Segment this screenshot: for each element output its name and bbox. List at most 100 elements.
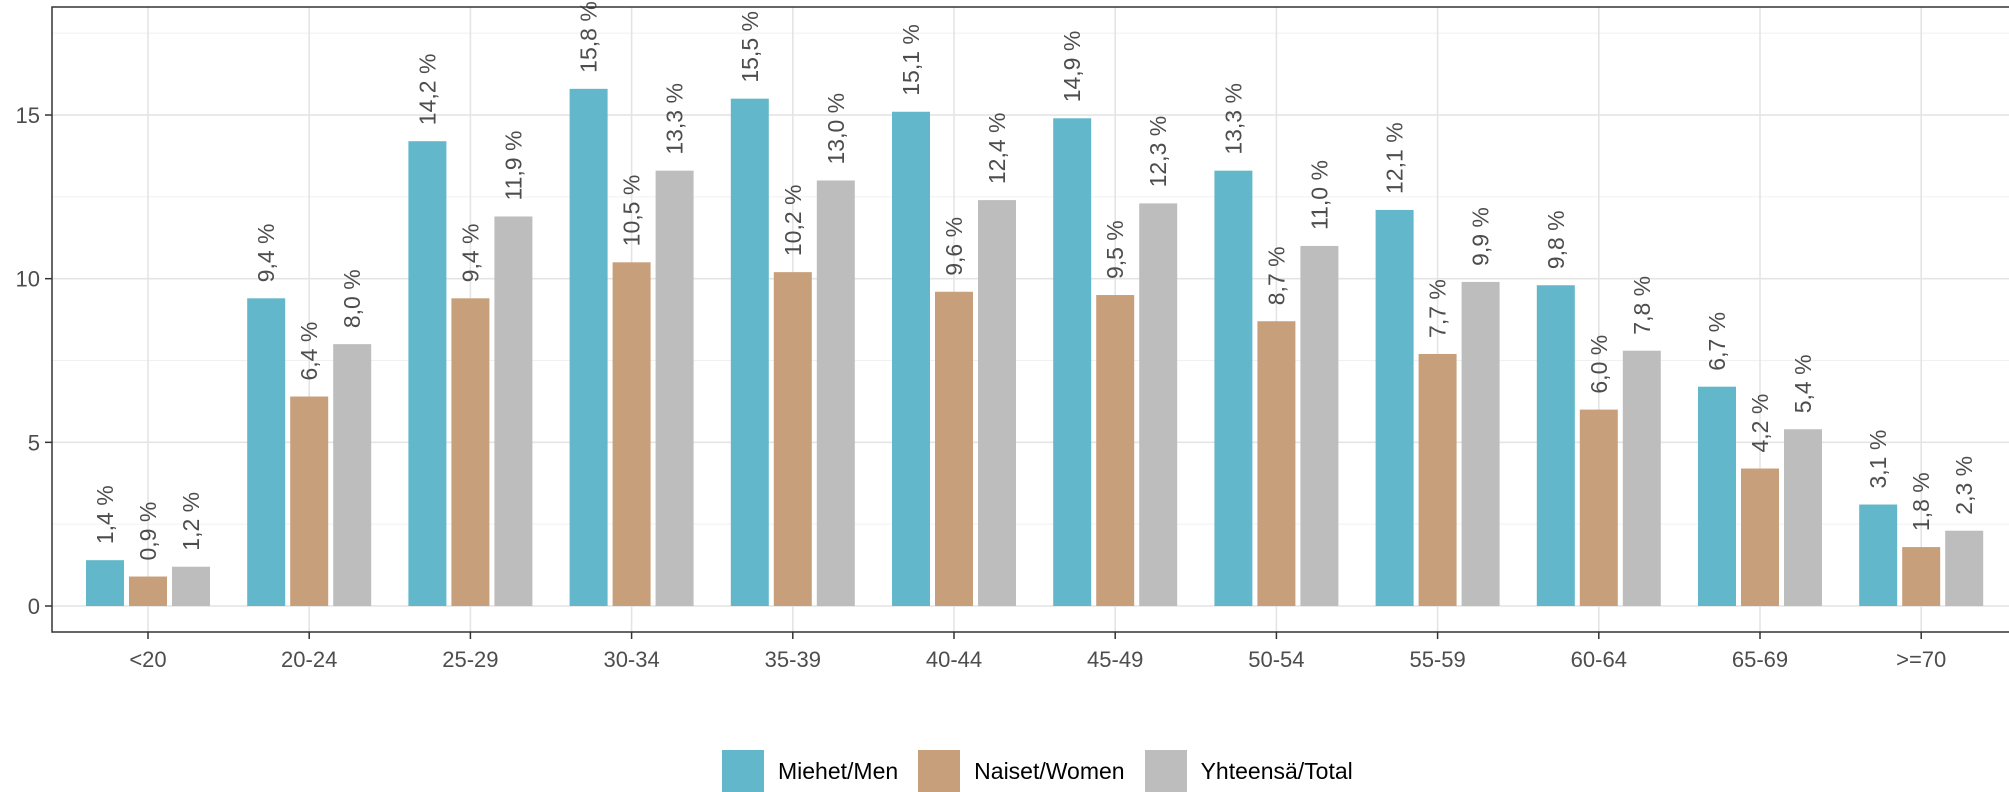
bar-yhteens-total	[333, 344, 372, 606]
legend-item-women: Naiset/Women	[918, 750, 1125, 792]
x-tick-label: 45-49	[1087, 647, 1143, 672]
data-label: 9,5 %	[1102, 220, 1128, 279]
bar-yhteens-total	[1784, 429, 1822, 606]
bar-miehet-men	[247, 298, 286, 606]
axes: 0 5 10 15 <20 20-24 25-29 30-34 35-39 40-44 45-49 5…	[16, 103, 1947, 672]
bar-naiset-women	[1902, 547, 1941, 606]
data-label: 7,8 %	[1629, 276, 1655, 335]
data-label: 1,2 %	[178, 492, 204, 551]
bar-yhteens-total	[172, 566, 210, 606]
bar-miehet-men	[892, 111, 930, 607]
bar-naiset-women	[1741, 468, 1779, 606]
data-label: 12,4 %	[984, 113, 1010, 185]
data-label: 5,4 %	[1790, 354, 1816, 413]
data-label: 8,7 %	[1263, 246, 1289, 305]
bar-naiset-women	[129, 576, 167, 606]
x-tick-label: 65-69	[1732, 647, 1788, 672]
data-label: 9,4 %	[253, 223, 279, 282]
x-tick-label: 25-29	[442, 647, 498, 672]
data-label: 15,8 %	[576, 1, 602, 73]
bar-miehet-men	[1375, 209, 1414, 607]
bar-naiset-women	[612, 262, 651, 606]
bar-miehet-men	[86, 560, 124, 606]
data-label: 9,8 %	[1543, 210, 1569, 269]
bar-naiset-women	[1257, 321, 1296, 606]
y-tick-label: 0	[28, 594, 40, 619]
x-tick-label: 60-64	[1571, 647, 1627, 672]
bar-naiset-women	[1418, 353, 1457, 606]
x-tick-label: 40-44	[926, 647, 982, 672]
data-labels: 1,4 % 9,4 % 14,2 % 15,8 % 15,5 % 15,1 % 14,9 %…	[92, 1, 1977, 560]
data-label: 6,4 %	[296, 322, 322, 381]
bar-yhteens-total	[655, 170, 694, 607]
data-label: 1,8 %	[1908, 472, 1934, 531]
data-label: 6,7 %	[1704, 312, 1730, 371]
data-label: 3,1 %	[1865, 430, 1891, 489]
bar-yhteens-total	[1945, 530, 1984, 606]
legend-label-women: Naiset/Women	[974, 757, 1125, 784]
x-tick-label: >=70	[1896, 647, 1946, 672]
data-label: 14,2 %	[414, 54, 440, 126]
data-label: 8,0 %	[339, 269, 365, 328]
data-label: 15,5 %	[737, 11, 763, 83]
bar-yhteens-total	[1622, 350, 1661, 606]
data-label: 7,7 %	[1425, 279, 1451, 338]
data-label: 11,0 %	[1306, 160, 1332, 230]
data-label: 11,9 %	[500, 131, 526, 201]
x-tick-label: 50-54	[1248, 647, 1304, 672]
y-tick-label: 15	[16, 103, 40, 128]
bar-miehet-men	[408, 141, 447, 606]
data-label: 9,9 %	[1468, 207, 1494, 266]
legend-swatch-women	[918, 750, 961, 792]
data-label: 2,3 %	[1951, 456, 1977, 515]
data-label: 9,4 %	[457, 223, 483, 282]
x-tick-label: 35-39	[765, 647, 821, 672]
data-label: 4,2 %	[1747, 394, 1773, 453]
data-label: 13,3 %	[662, 83, 688, 155]
x-tick-label: 30-34	[603, 647, 659, 672]
data-label: 0,9 %	[135, 502, 161, 561]
data-label: 10,2 %	[780, 185, 806, 257]
bar-naiset-women	[290, 396, 329, 606]
bar-naiset-women	[1096, 295, 1135, 606]
data-label: 9,6 %	[941, 217, 967, 276]
x-tick-label: 55-59	[1409, 647, 1465, 672]
bar-miehet-men	[1859, 504, 1898, 606]
data-label: 13,3 %	[1220, 83, 1246, 155]
bar-yhteens-total	[816, 180, 855, 606]
bar-naiset-women	[1579, 409, 1618, 606]
data-label: 12,1 %	[1382, 122, 1408, 194]
bar-miehet-men	[569, 88, 608, 606]
data-label: 6,0 %	[1586, 335, 1612, 394]
bar-yhteens-total	[494, 216, 533, 607]
legend-item-total: Yhteensä/Total	[1144, 750, 1353, 792]
bar-naiset-women	[773, 272, 812, 606]
bar-yhteens-total	[1461, 281, 1500, 606]
bar-miehet-men	[1698, 386, 1736, 606]
data-label: 10,5 %	[619, 175, 645, 247]
bar-miehet-men	[1053, 118, 1092, 607]
legend-item-men: Miehet/Men	[722, 750, 898, 792]
bar-miehet-men	[1536, 285, 1575, 606]
x-tick-label: 20-24	[281, 647, 337, 672]
y-tick-label: 5	[28, 430, 40, 455]
bar-miehet-men	[730, 98, 769, 607]
data-label: 15,1 %	[898, 24, 924, 96]
legend-swatch-total	[1144, 750, 1187, 792]
plot-panel	[52, 7, 2009, 632]
legend: Miehet/Men Naiset/Women Yhteensä/Total	[722, 750, 1373, 792]
bar-naiset-women	[935, 291, 973, 606]
data-label: 12,3 %	[1145, 116, 1171, 188]
legend-swatch-men	[722, 750, 764, 792]
data-label: 14,9 %	[1059, 31, 1085, 103]
bar-yhteens-total	[978, 200, 1016, 606]
data-label: 13,0 %	[823, 93, 849, 165]
bars	[86, 88, 1984, 607]
x-tick-label: <20	[129, 647, 166, 672]
data-label: 1,4 %	[92, 485, 118, 544]
legend-label-men: Miehet/Men	[778, 757, 899, 784]
bar-naiset-women	[451, 298, 490, 606]
plot-panel-border	[51, 6, 2009, 633]
legend-label-total: Yhteensä/Total	[1200, 757, 1353, 784]
